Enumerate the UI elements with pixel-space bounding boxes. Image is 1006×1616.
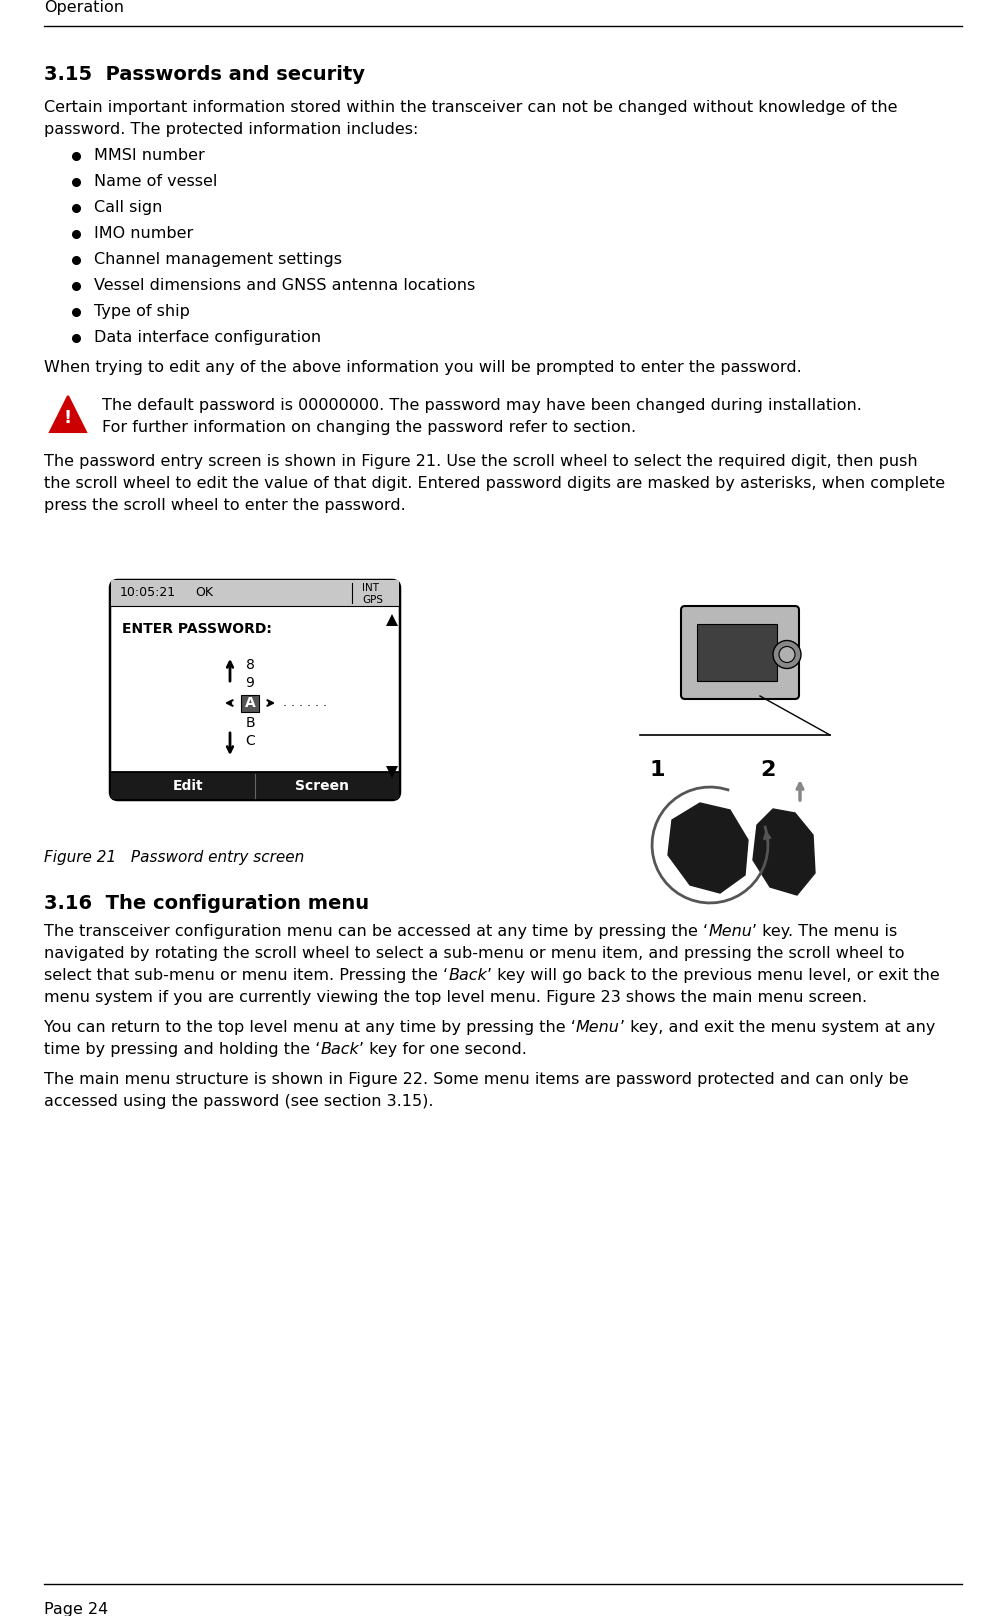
Text: Menu: Menu bbox=[708, 924, 752, 939]
Text: select that sub-menu or menu item. Pressing the ‘: select that sub-menu or menu item. Press… bbox=[44, 968, 448, 983]
Text: For further information on changing the password refer to section.: For further information on changing the … bbox=[102, 420, 636, 435]
Text: 3.16  The configuration menu: 3.16 The configuration menu bbox=[44, 894, 369, 913]
Text: The password entry screen is shown in Figure 21. Use the scroll wheel to select : The password entry screen is shown in Fi… bbox=[44, 454, 917, 469]
Bar bbox=[111, 580, 399, 606]
Text: Certain important information stored within the transceiver can not be changed w: Certain important information stored wit… bbox=[44, 100, 897, 115]
FancyBboxPatch shape bbox=[681, 606, 799, 700]
Text: ’ key for one second.: ’ key for one second. bbox=[359, 1042, 527, 1057]
Text: navigated by rotating the scroll wheel to select a sub-menu or menu item, and pr: navigated by rotating the scroll wheel t… bbox=[44, 945, 904, 962]
FancyBboxPatch shape bbox=[110, 580, 400, 800]
Text: . . . . . .: . . . . . . bbox=[283, 696, 327, 709]
Text: ’ key will go back to the previous menu level, or exit the: ’ key will go back to the previous menu … bbox=[487, 968, 940, 983]
Text: GPS: GPS bbox=[362, 595, 383, 604]
Text: Menu: Menu bbox=[575, 1020, 620, 1034]
Bar bbox=[241, 695, 259, 711]
Text: 1: 1 bbox=[650, 760, 666, 781]
Text: ENTER PASSWORD:: ENTER PASSWORD: bbox=[122, 622, 272, 637]
Text: When trying to edit any of the above information you will be prompted to enter t: When trying to edit any of the above inf… bbox=[44, 360, 802, 375]
Bar bbox=[697, 624, 777, 680]
Text: Screen: Screen bbox=[295, 779, 349, 793]
Text: You can return to the top level menu at any time by pressing the ‘: You can return to the top level menu at … bbox=[44, 1020, 575, 1034]
Polygon shape bbox=[668, 803, 748, 894]
Text: password. The protected information includes:: password. The protected information incl… bbox=[44, 121, 418, 137]
Text: menu system if you are currently viewing the top level menu. Figure 23 shows the: menu system if you are currently viewing… bbox=[44, 991, 867, 1005]
Text: The transceiver configuration menu can be accessed at any time by pressing the ‘: The transceiver configuration menu can b… bbox=[44, 924, 708, 939]
Text: press the scroll wheel to enter the password.: press the scroll wheel to enter the pass… bbox=[44, 498, 405, 512]
Text: ’ key, and exit the menu system at any: ’ key, and exit the menu system at any bbox=[620, 1020, 936, 1034]
Polygon shape bbox=[753, 810, 815, 895]
Text: INT: INT bbox=[362, 583, 379, 593]
Text: Data interface configuration: Data interface configuration bbox=[94, 330, 321, 344]
Text: Edit: Edit bbox=[173, 779, 203, 793]
Text: 9: 9 bbox=[245, 675, 255, 690]
Text: Vessel dimensions and GNSS antenna locations: Vessel dimensions and GNSS antenna locat… bbox=[94, 278, 475, 292]
Polygon shape bbox=[386, 766, 398, 777]
Text: Back: Back bbox=[448, 968, 487, 983]
Text: 8: 8 bbox=[245, 658, 255, 672]
Text: accessed using the password (see section 3.15).: accessed using the password (see section… bbox=[44, 1094, 434, 1109]
Text: Call sign: Call sign bbox=[94, 200, 162, 215]
Text: A: A bbox=[244, 696, 256, 709]
Polygon shape bbox=[50, 396, 86, 431]
Text: 10:05:21: 10:05:21 bbox=[120, 587, 176, 600]
Polygon shape bbox=[386, 614, 398, 625]
Text: Back: Back bbox=[320, 1042, 359, 1057]
Text: time by pressing and holding the ‘: time by pressing and holding the ‘ bbox=[44, 1042, 320, 1057]
Text: the scroll wheel to edit the value of that digit. Entered password digits are ma: the scroll wheel to edit the value of th… bbox=[44, 477, 945, 491]
Text: MMSI number: MMSI number bbox=[94, 149, 205, 163]
Text: The main menu structure is shown in Figure 22. Some menu items are password prot: The main menu structure is shown in Figu… bbox=[44, 1071, 908, 1088]
Text: IMO number: IMO number bbox=[94, 226, 193, 241]
Text: Operation: Operation bbox=[44, 0, 124, 15]
Text: Type of ship: Type of ship bbox=[94, 304, 190, 318]
Text: !: ! bbox=[64, 409, 72, 427]
Text: The default password is 00000000. The password may have been changed during inst: The default password is 00000000. The pa… bbox=[102, 398, 862, 414]
Text: C: C bbox=[245, 734, 255, 748]
Text: Page 24: Page 24 bbox=[44, 1601, 109, 1616]
Text: Figure 21   Password entry screen: Figure 21 Password entry screen bbox=[44, 850, 304, 865]
Text: 2: 2 bbox=[760, 760, 776, 781]
Text: Channel management settings: Channel management settings bbox=[94, 252, 342, 267]
Text: Name of vessel: Name of vessel bbox=[94, 175, 217, 189]
Text: 3.15  Passwords and security: 3.15 Passwords and security bbox=[44, 65, 365, 84]
Text: ’ key. The menu is: ’ key. The menu is bbox=[752, 924, 897, 939]
Circle shape bbox=[779, 646, 795, 663]
Circle shape bbox=[773, 640, 801, 669]
Bar bbox=[111, 771, 399, 798]
Text: B: B bbox=[245, 716, 255, 730]
Text: OK: OK bbox=[195, 587, 213, 600]
